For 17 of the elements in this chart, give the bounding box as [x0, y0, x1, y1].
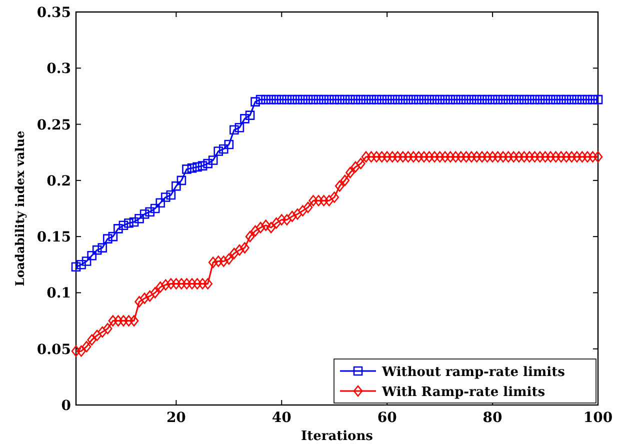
- x-tick-label: 60: [377, 410, 398, 426]
- y-tick-label: 0.2: [46, 173, 71, 190]
- legend-label: With Ramp-rate limits: [381, 385, 546, 400]
- y-tick-label: 0.1: [46, 286, 71, 302]
- x-tick-label: 40: [272, 410, 292, 426]
- y-tick-label: 0.3: [46, 61, 71, 78]
- y-axis-title: Loadability index value: [13, 130, 27, 286]
- x-tick-label: 20: [166, 410, 186, 426]
- y-tick-label: 0.05: [36, 342, 71, 358]
- x-tick-label: 100: [583, 410, 613, 426]
- y-tick-label: 0.25: [36, 117, 71, 134]
- y-tick-label: 0: [61, 398, 72, 414]
- x-axis-title: Iterations: [300, 429, 374, 444]
- legend-label: Without ramp-rate limits: [381, 365, 565, 380]
- y-tick-label: 0.35: [36, 5, 71, 21]
- y-tick-label: 0.15: [36, 230, 71, 246]
- x-tick-label: 80: [482, 410, 503, 426]
